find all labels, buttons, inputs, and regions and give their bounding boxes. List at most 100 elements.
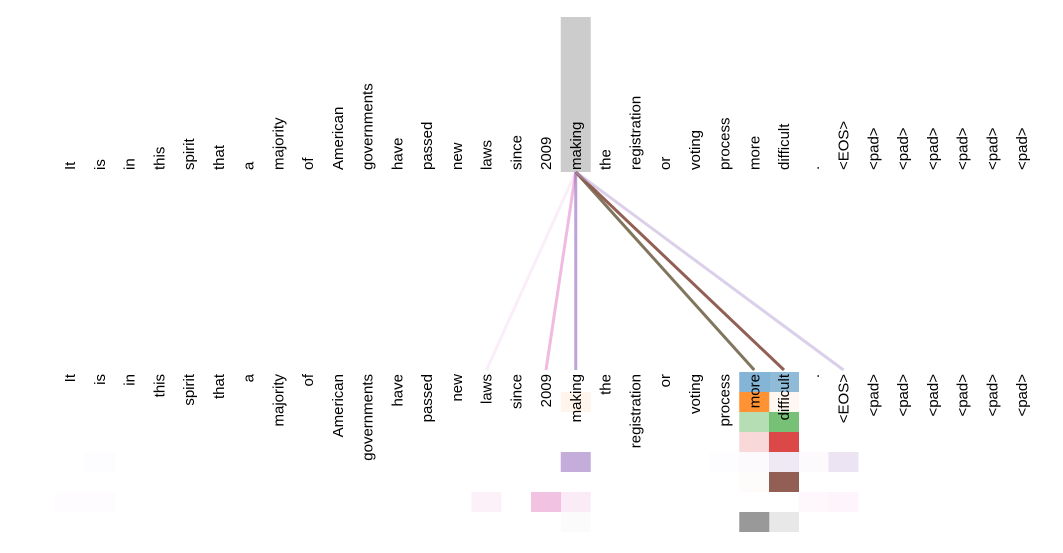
target-token[interactable]: majority [270,374,287,427]
target-token[interactable]: since [508,374,525,409]
target-token[interactable]: <EOS> [836,374,853,423]
source-token[interactable]: of [300,157,317,170]
attention-cell [769,512,799,532]
target-token[interactable]: It [62,373,79,382]
source-token[interactable]: 2009 [538,137,555,170]
target-token[interactable]: <pad> [1014,374,1031,417]
source-token[interactable]: making [568,122,585,170]
target-tokens: It is in this spirit that a majority of American g… [62,373,1031,461]
source-tokens: It is in this spirit that a majority of American g… [62,83,1031,170]
target-token[interactable]: governments [360,374,377,461]
attention-cell [769,452,799,472]
source-token[interactable]: governments [360,83,377,170]
source-token[interactable]: have [389,137,406,170]
target-token[interactable]: American [330,374,347,437]
target-token[interactable]: . [806,374,823,378]
source-token[interactable]: <pad> [984,127,1001,170]
source-token[interactable]: American [330,107,347,170]
source-token[interactable]: passed [419,122,436,170]
target-token[interactable]: spirit [181,373,198,406]
target-token[interactable]: registration [627,374,644,448]
source-token[interactable]: since [508,135,525,170]
source-token[interactable]: <EOS> [836,121,853,170]
source-token[interactable]: this [151,147,168,170]
target-token[interactable]: laws [479,374,496,404]
attention-line [574,170,845,372]
target-token[interactable]: have [389,374,406,407]
target-token[interactable]: making [568,374,585,422]
source-token[interactable]: <pad> [865,127,882,170]
attention-lines [485,170,845,372]
source-token[interactable]: is [92,159,109,170]
source-token[interactable]: in [122,158,139,170]
source-token[interactable]: <pad> [895,127,912,170]
source-token[interactable]: difficult [776,123,793,170]
source-token[interactable]: voting [687,130,704,170]
selected-token-highlight [560,17,591,172]
target-token[interactable]: is [92,374,109,385]
source-token[interactable]: a [241,161,258,170]
attention-cell [739,472,769,492]
target-token[interactable]: this [151,374,168,397]
source-token[interactable]: spirit [181,137,198,170]
attention-line [544,171,578,371]
target-token[interactable]: process [717,374,734,427]
attention-cell [828,492,859,512]
target-token[interactable]: that [211,373,228,399]
target-token[interactable]: difficult [776,373,793,420]
attention-cell [710,452,740,472]
source-token[interactable]: <pad> [955,127,972,170]
attention-cell [560,452,591,472]
source-token[interactable]: the [598,149,615,170]
attention-line [485,171,578,371]
attention-cell [531,492,561,512]
attention-cell [798,492,829,512]
source-token[interactable]: . [806,166,823,170]
attention-line [574,170,756,372]
target-token[interactable]: 2009 [538,374,555,407]
target-token[interactable]: more [746,374,763,408]
target-token[interactable]: of [300,373,317,386]
attention-cell [739,452,769,472]
attention-cell [739,372,770,392]
source-token[interactable]: process [717,117,734,170]
attention-cell [55,492,85,512]
target-token[interactable]: or [657,374,674,387]
attention-cell [560,492,591,512]
target-token[interactable]: passed [419,374,436,422]
source-token[interactable]: or [657,157,674,170]
source-token[interactable]: registration [627,96,644,170]
attention-line [574,170,786,372]
target-token[interactable]: <pad> [865,374,882,417]
source-token[interactable]: that [211,144,228,170]
attention-cell [769,392,799,412]
attention-cell [739,432,770,452]
target-token[interactable]: in [122,374,139,386]
attention-cell [561,512,591,532]
source-token[interactable]: <pad> [1014,127,1031,170]
target-token[interactable]: <pad> [984,374,1001,417]
attention-cell [739,392,770,412]
attention-cell [828,452,859,472]
attention-cell [769,372,799,392]
source-token[interactable]: laws [479,140,496,170]
source-token[interactable]: new [449,142,466,170]
target-token[interactable]: <pad> [925,374,942,417]
attention-cell [739,412,770,432]
target-token[interactable]: the [598,374,615,395]
attention-cell [799,452,829,472]
attention-cell [739,512,770,532]
attention-cell [85,492,115,512]
target-token[interactable]: <pad> [895,374,912,417]
target-token[interactable]: <pad> [955,374,972,417]
attention-cell [560,392,591,412]
attention-cell [769,412,799,432]
target-token[interactable]: new [449,374,466,402]
source-token[interactable]: <pad> [925,127,942,170]
target-token[interactable]: voting [687,374,704,414]
target-token[interactable]: a [241,373,258,382]
source-token[interactable]: majority [270,117,287,170]
source-token[interactable]: It [62,161,79,170]
source-token[interactable]: more [746,136,763,170]
